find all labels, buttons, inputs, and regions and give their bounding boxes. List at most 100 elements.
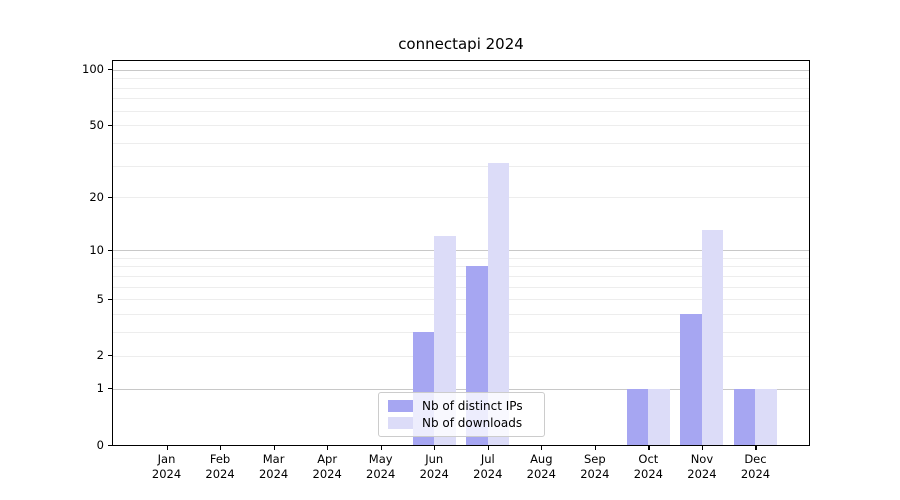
legend-entry-downloads: Nb of downloads (388, 416, 535, 430)
y-tick-label-100: 100 (82, 62, 104, 77)
bar-distinct-ips-oct (626, 388, 649, 445)
x-tick-label-jan: Jan 2024 (140, 452, 194, 482)
x-tick-label-feb: Feb 2024 (193, 452, 247, 482)
bar-downloads-jul (487, 163, 510, 445)
y-tick-mark-50 (108, 124, 112, 127)
gridline-minor-80 (113, 87, 809, 89)
x-tick-label-may: May 2024 (354, 452, 408, 482)
x-tick-month: Jun (425, 452, 444, 466)
gridline-major-1 (113, 388, 809, 390)
x-tick-mark-aug (541, 446, 543, 450)
x-tick-mark-apr (327, 446, 329, 450)
legend-swatch-downloads (388, 417, 413, 429)
x-tick-mark-jun (434, 446, 436, 450)
x-tick-year: 2024 (258, 467, 289, 481)
gridline-minor-2 (113, 355, 809, 357)
gridline-minor-20 (113, 197, 809, 199)
gridline-minor-70 (113, 98, 809, 100)
x-tick-year: 2024 (526, 467, 556, 481)
x-tick-mark-mar (273, 446, 275, 450)
x-tick-month: Apr (317, 452, 338, 466)
bar-downloads-nov (701, 230, 724, 445)
x-tick-mark-dec (755, 446, 757, 450)
y-tick-label-2: 2 (96, 348, 104, 363)
x-tick-year: 2024 (419, 467, 449, 481)
y-tick-label-10: 10 (89, 242, 104, 257)
gridline-minor-9 (113, 257, 809, 259)
y-tick-mark-100 (108, 69, 112, 71)
x-tick-month: Dec (744, 452, 767, 466)
gridline-minor-8 (113, 266, 809, 268)
x-tick-label-dec: Dec 2024 (728, 452, 782, 482)
x-tick-year: 2024 (366, 467, 396, 481)
x-tick-mark-jan (166, 446, 168, 450)
x-tick-year: 2024 (580, 467, 610, 481)
chart-title: connectapi 2024 (398, 35, 524, 53)
x-tick-mark-feb (220, 446, 222, 450)
legend: Nb of distinct IPs Nb of downloads (378, 392, 545, 437)
legend-swatch-distinct-ips (388, 400, 413, 412)
x-tick-month: Jan (157, 452, 176, 466)
y-tick-label-50: 50 (89, 117, 104, 132)
bar-downloads-dec (755, 388, 777, 445)
y-tick-mark-0 (108, 444, 112, 446)
x-tick-year: 2024 (633, 467, 664, 481)
x-tick-month: Jul (480, 452, 495, 466)
x-tick-mark-jul (487, 446, 489, 450)
x-tick-month: May (368, 452, 393, 466)
gridline-minor-4 (113, 314, 809, 316)
gridline-minor-7 (113, 275, 809, 277)
x-tick-label-apr: Apr 2024 (300, 452, 354, 482)
legend-label-distinct-ips: Nb of distinct IPs (422, 399, 523, 413)
y-tick-mark-5 (108, 298, 112, 301)
x-tick-month: Aug (530, 452, 553, 466)
gridline-minor-60 (113, 110, 809, 112)
x-tick-year: 2024 (205, 467, 235, 481)
y-tick-label-1: 1 (96, 381, 104, 396)
x-tick-year: 2024 (151, 467, 182, 481)
x-tick-year: 2024 (473, 467, 503, 481)
x-tick-label-jul: Jul 2024 (461, 452, 515, 482)
x-tick-mark-nov (701, 446, 704, 450)
y-tick-label-5: 5 (96, 291, 104, 306)
y-tick-mark-2 (108, 355, 112, 357)
x-tick-mark-sep (594, 446, 597, 450)
x-tick-year: 2024 (312, 467, 342, 481)
y-tick-mark-1 (108, 388, 112, 390)
x-tick-mark-may (380, 446, 382, 450)
x-tick-label-sep: Sep 2024 (568, 452, 622, 482)
gridline-minor-40 (113, 143, 809, 145)
gridline-minor-90 (113, 78, 809, 80)
gridline-minor-3 (113, 332, 809, 334)
x-tick-label-oct: Oct 2024 (621, 452, 675, 482)
x-tick-label-jun: Jun 2024 (407, 452, 461, 482)
gridline-minor-6 (113, 286, 809, 288)
bar-distinct-ips-dec (733, 388, 756, 445)
x-tick-mark-oct (648, 446, 650, 450)
plot-area (112, 60, 810, 446)
gridline-major-100 (113, 69, 809, 71)
x-tick-month: Sep (584, 452, 606, 466)
x-tick-label-nov: Nov 2024 (675, 452, 729, 482)
y-tick-mark-10 (108, 249, 112, 251)
y-tick-label-0: 0 (96, 437, 104, 452)
legend-label-downloads: Nb of downloads (422, 416, 523, 430)
x-tick-month: Oct (638, 452, 659, 466)
bar-downloads-oct (648, 388, 670, 445)
y-tick-mark-20 (108, 196, 112, 199)
gridline-major-10 (113, 250, 809, 252)
x-tick-month: Feb (209, 452, 231, 466)
gridline-minor-5 (113, 299, 809, 301)
x-tick-label-aug: Aug 2024 (514, 452, 568, 482)
gridline-minor-30 (113, 165, 809, 167)
bar-distinct-ips-nov (680, 314, 702, 445)
x-tick-label-mar: Mar 2024 (247, 452, 301, 482)
gridline-minor-50 (113, 125, 809, 127)
legend-entry-distinct-ips: Nb of distinct IPs (388, 399, 535, 413)
x-tick-month: Mar (262, 452, 285, 466)
x-tick-year: 2024 (740, 467, 771, 481)
x-tick-month: Nov (690, 452, 714, 466)
y-tick-label-20: 20 (89, 189, 104, 204)
x-tick-year: 2024 (687, 467, 717, 481)
